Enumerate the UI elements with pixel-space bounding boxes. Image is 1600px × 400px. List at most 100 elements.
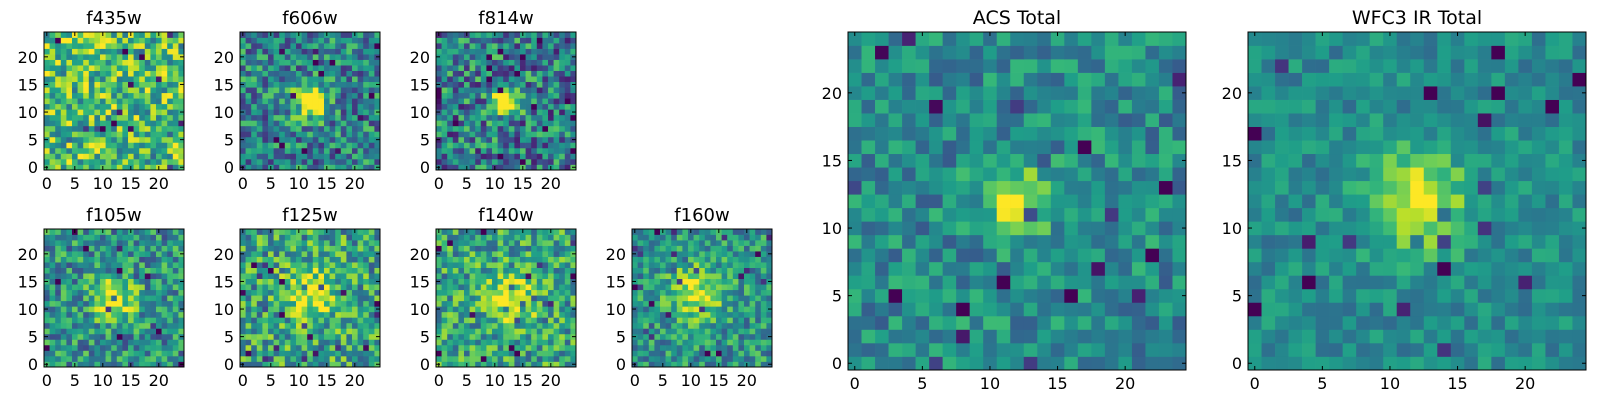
heatmap-cell <box>475 109 482 116</box>
heatmap-cell <box>760 306 767 313</box>
heatmap-cell <box>559 311 566 318</box>
heatmap-cell <box>273 328 280 335</box>
heatmap-cell <box>352 311 358 318</box>
heatmap-cell <box>72 262 78 268</box>
heatmap-cell <box>128 65 134 71</box>
heatmap-cell <box>105 273 112 280</box>
heatmap-cell <box>133 103 140 110</box>
heatmap-cell <box>273 229 280 235</box>
heatmap-cell <box>133 317 140 324</box>
heatmap-cell <box>122 54 129 60</box>
heatmap-cell <box>553 344 560 351</box>
heatmap-cell <box>340 284 347 291</box>
heatmap-cell <box>531 328 538 335</box>
heatmap-cell <box>268 251 274 257</box>
heatmap-cell <box>654 273 661 280</box>
heatmap-cell <box>929 275 943 290</box>
heatmap-cell <box>100 273 106 280</box>
heatmap-cell <box>480 300 487 307</box>
heatmap-cell <box>716 333 722 340</box>
heatmap-cell <box>77 328 84 335</box>
heatmap-cell <box>301 295 308 302</box>
heatmap-cell <box>49 136 56 143</box>
heatmap-cell <box>296 81 302 88</box>
heatmap-cell <box>279 147 286 154</box>
heatmap-cell <box>83 142 90 149</box>
heatmap-cell <box>654 339 661 346</box>
heatmap-cell <box>536 278 543 285</box>
heatmap-cell <box>514 251 521 257</box>
heatmap-cell <box>150 114 157 121</box>
heatmap-cell <box>55 333 62 340</box>
x-tick-label: 10 <box>485 371 505 390</box>
heatmap-cell <box>1010 207 1025 222</box>
heatmap-cell <box>245 245 252 252</box>
heatmap-cell <box>1064 315 1079 330</box>
heatmap-cell <box>643 245 650 252</box>
heatmap-cell <box>464 98 470 105</box>
heatmap-cell <box>693 350 700 357</box>
heatmap-cell <box>447 131 454 138</box>
heatmap-cell <box>284 361 291 368</box>
heatmap-cell <box>279 158 286 165</box>
heatmap-cell <box>497 333 504 340</box>
heatmap-cell <box>570 92 577 99</box>
heatmap-cell <box>486 37 493 44</box>
heatmap-cell <box>738 262 745 268</box>
heatmap-cell <box>128 92 134 99</box>
heatmap-cell <box>66 311 73 318</box>
heatmap-cell <box>458 306 465 313</box>
heatmap-cell <box>1145 356 1160 371</box>
heatmap-cell <box>357 87 364 94</box>
heatmap-cell <box>368 284 375 291</box>
heatmap-cell <box>744 278 750 285</box>
heatmap-cell <box>665 234 672 241</box>
heatmap-cell <box>60 81 67 88</box>
y-tick-label: 15 <box>18 75 38 94</box>
heatmap-cell <box>738 339 745 346</box>
heatmap-cell <box>340 289 347 296</box>
heatmap-cell <box>508 81 515 88</box>
heatmap-cell <box>1118 302 1133 317</box>
heatmap-cell <box>732 322 739 329</box>
heatmap-cell <box>352 48 358 55</box>
heatmap-cell <box>116 284 123 291</box>
heatmap-cell <box>172 54 179 60</box>
heatmap-cell <box>682 251 689 257</box>
heatmap-cell <box>447 267 454 274</box>
heatmap-cell <box>77 306 84 313</box>
heatmap-cell <box>100 76 106 83</box>
heatmap-cell <box>128 278 134 285</box>
heatmap-cell <box>732 317 739 324</box>
heatmap-cell <box>956 194 971 209</box>
heatmap-cell <box>475 245 482 252</box>
heatmap-cell <box>122 339 129 346</box>
heatmap-cell <box>144 103 151 110</box>
heatmap-cell <box>105 48 112 55</box>
heatmap-cell <box>1064 329 1079 344</box>
heatmap-cell <box>559 256 566 263</box>
heatmap-cell <box>284 147 291 154</box>
heatmap-cell <box>441 65 448 71</box>
heatmap-cell <box>536 43 543 49</box>
heatmap-cell <box>368 76 375 83</box>
heatmap-cell <box>279 344 286 351</box>
heatmap-cell <box>178 328 185 335</box>
heatmap-cell <box>290 311 297 318</box>
heatmap-cell <box>139 295 146 302</box>
heatmap-cell <box>172 98 179 105</box>
heatmap-cell <box>133 306 140 313</box>
heatmap-cell <box>245 322 252 329</box>
heatmap-cell <box>324 120 330 127</box>
heatmap-cell <box>654 333 661 340</box>
heatmap-cell <box>902 180 916 195</box>
heatmap-cell <box>290 103 297 110</box>
heatmap-cell <box>693 295 700 302</box>
heatmap-cell <box>648 306 655 313</box>
heatmap-cell <box>352 278 358 285</box>
heatmap-cell <box>1050 275 1065 290</box>
heatmap-cell <box>676 306 683 313</box>
heatmap-cell <box>671 339 678 346</box>
heatmap-cell <box>312 289 319 296</box>
heatmap-cell <box>279 339 286 346</box>
